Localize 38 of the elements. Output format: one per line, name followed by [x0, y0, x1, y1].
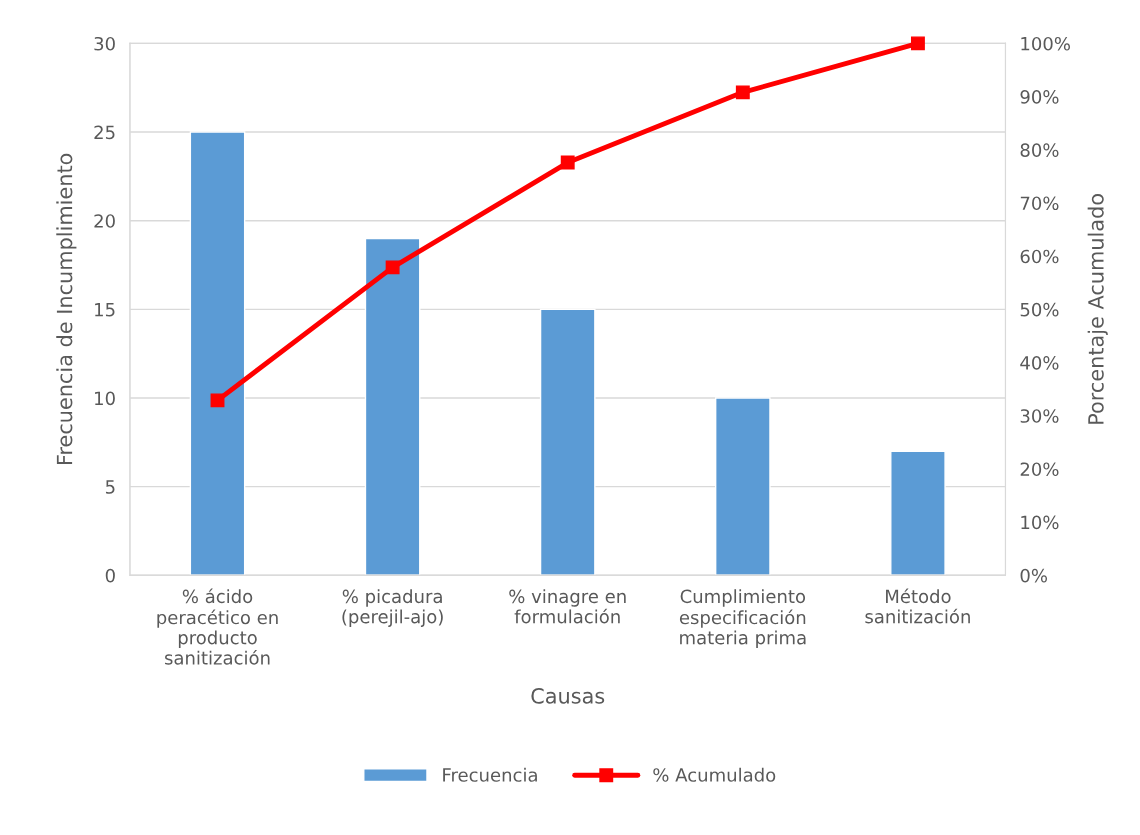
point	[560, 155, 575, 170]
point	[910, 36, 925, 51]
x-tick-label: % vinagre en formulación	[509, 589, 626, 624]
y-tick-label: 15	[95, 303, 115, 317]
x-axis-title: Causas	[531, 688, 605, 704]
y2-tick-label: 10%	[1021, 515, 1059, 530]
y-tick-label: 0	[105, 568, 115, 583]
y-tick-label: 20	[94, 214, 115, 228]
y-tick-label: 25	[94, 125, 115, 140]
y-tick-label: 5	[105, 480, 115, 494]
y2-tick-label: 80%	[1020, 143, 1059, 157]
y-tick-label: 10	[95, 391, 115, 406]
y-tick-label: 30	[94, 36, 115, 51]
y2-tick-label: 60%	[1020, 249, 1059, 264]
y2-tick-label: 50%	[1020, 302, 1059, 317]
x-tick-label: % ácido peracético en producto sanitización	[157, 588, 278, 665]
x-tick-label: % picadura (perejil-ajo)	[342, 589, 443, 627]
bar	[890, 450, 946, 576]
x-tick-label: Método sanitización	[865, 588, 970, 624]
y2-tick-label: 70%	[1020, 196, 1059, 211]
y2-tick-label: 100%	[1021, 36, 1070, 51]
point	[385, 260, 400, 275]
point	[735, 85, 750, 100]
legend-label: % Acumulado	[653, 767, 776, 782]
y2-tick-label: 0%	[1020, 568, 1048, 583]
bar	[364, 237, 421, 576]
point	[210, 393, 225, 408]
y2-axis-title: Porcentaje Acumulado	[1087, 194, 1108, 424]
bar	[714, 397, 771, 576]
x-tick-label: Cumplimiento especificación materia prima	[679, 589, 806, 648]
y2-tick-label: 20%	[1020, 462, 1059, 477]
bar	[539, 308, 596, 576]
y-axis-title: Frecuencia de Incumplimiento	[56, 153, 77, 465]
bar	[189, 131, 246, 576]
legend-label: Frecuencia	[443, 767, 537, 782]
y2-tick-label: 40%	[1020, 356, 1059, 370]
y2-tick-label: 30%	[1020, 409, 1059, 423]
y2-tick-label: 90%	[1020, 90, 1059, 104]
